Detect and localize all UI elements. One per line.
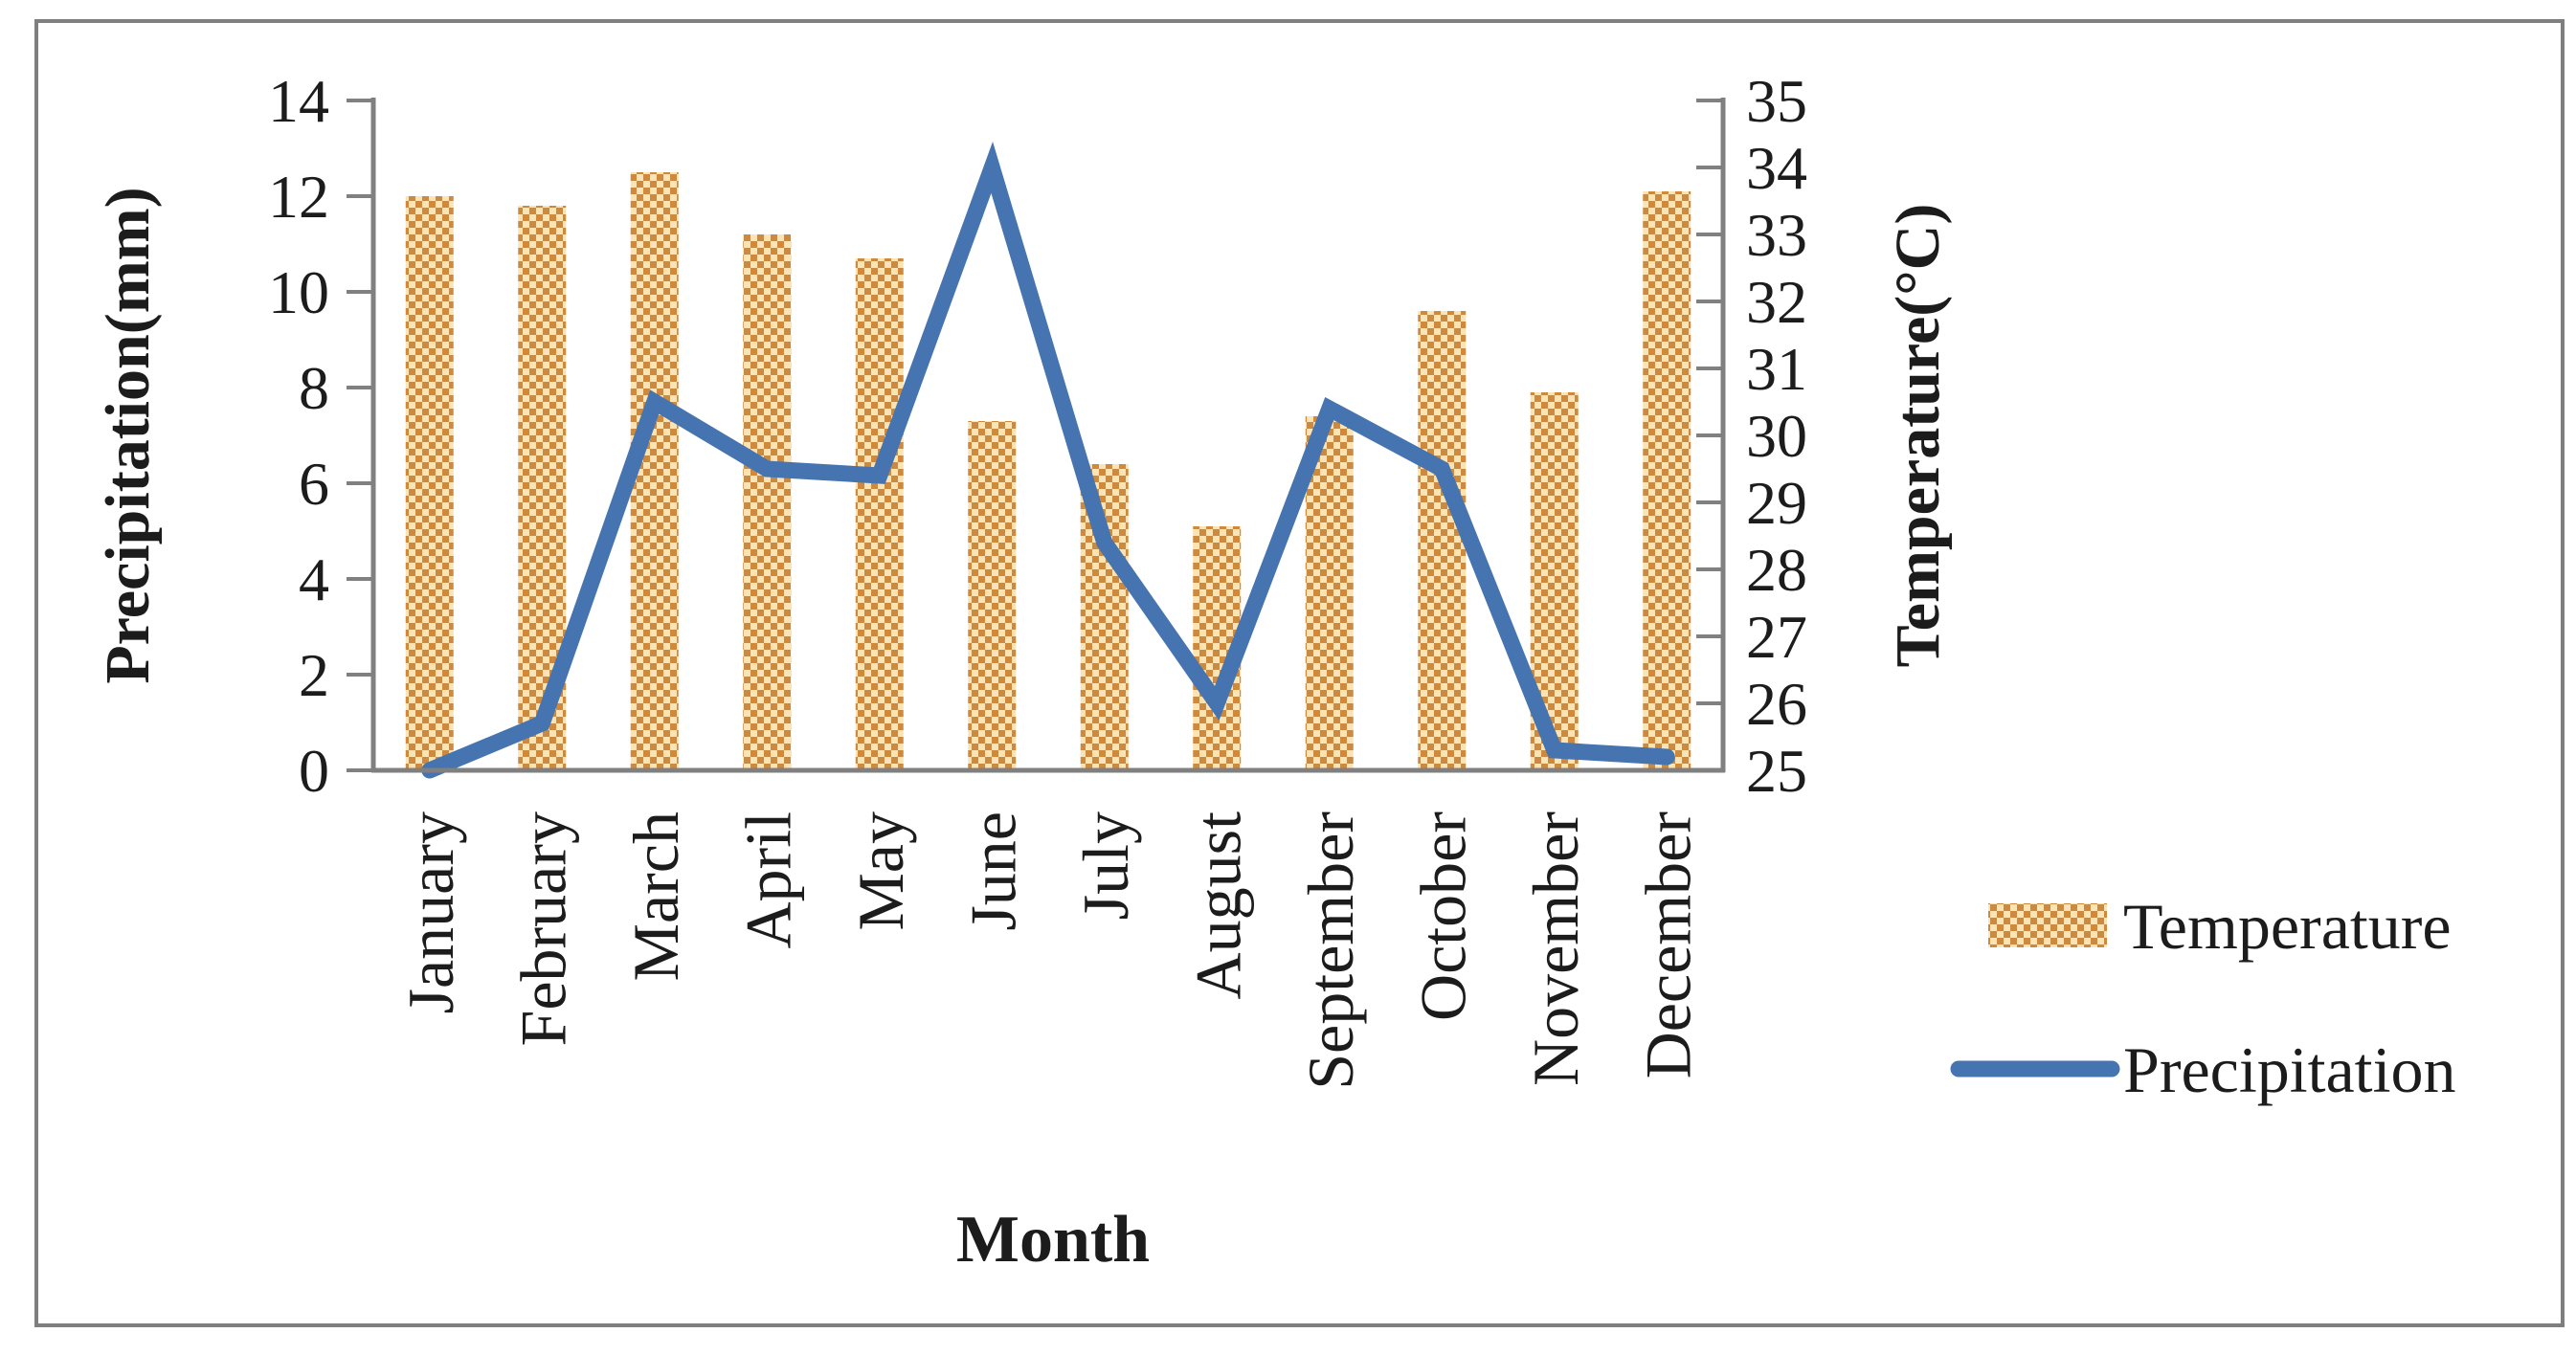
left-tick-label: 10 — [268, 258, 329, 326]
x-label-february: February — [506, 811, 579, 1046]
right-tick-label: 33 — [1746, 201, 1807, 269]
bar-september — [1305, 416, 1354, 770]
bar-april — [743, 234, 792, 770]
legend-temperature-label: Temperature — [2123, 890, 2452, 963]
x-label-march: March — [619, 811, 692, 981]
right-tick-label: 34 — [1746, 134, 1807, 202]
x-label-october: October — [1406, 811, 1479, 1021]
precipitation-line — [421, 142, 1675, 779]
x-label-september: September — [1294, 811, 1367, 1090]
right-tick-label: 25 — [1746, 737, 1807, 805]
x-label-april: April — [731, 811, 804, 949]
bar-october — [1418, 311, 1467, 770]
right-tick-label: 26 — [1746, 670, 1807, 738]
left-tick-label: 2 — [299, 641, 329, 709]
right-tick-label: 35 — [1746, 67, 1807, 135]
figure-border — [34, 19, 2565, 1327]
bar-june — [968, 421, 1017, 770]
x-label-july: July — [1069, 811, 1142, 920]
x-label-june: June — [956, 811, 1029, 931]
left-tick-label: 8 — [299, 354, 329, 422]
bar-december — [1643, 191, 1691, 770]
x-label-november: November — [1519, 811, 1592, 1086]
left-axis-title: Precipitation(mm) — [93, 187, 163, 683]
left-axis-ticks: 0 2 4 6 8 10 12 14 — [268, 67, 373, 805]
bar-january — [405, 196, 454, 770]
legend: Temperature Precipitation — [1950, 890, 2455, 1106]
left-tick-label: 12 — [268, 163, 329, 231]
right-tick-label: 28 — [1746, 536, 1807, 604]
right-axis-title: Temperature(°C) — [1883, 204, 1953, 668]
right-tick-label: 27 — [1746, 603, 1807, 671]
left-tick-label: 4 — [299, 545, 329, 613]
legend-temperature-swatch — [1988, 903, 2107, 947]
bar-may — [855, 258, 904, 770]
right-tick-label: 32 — [1746, 268, 1807, 336]
x-label-december: December — [1631, 811, 1704, 1079]
x-label-august: August — [1181, 811, 1254, 1000]
legend-precipitation-label: Precipitation — [2123, 1033, 2455, 1106]
month-labels: January February March April May June July Augu… — [394, 811, 1705, 1090]
right-tick-label: 30 — [1746, 402, 1807, 470]
x-label-january: January — [394, 811, 467, 1013]
bar-series-temperature — [405, 172, 1691, 770]
month-axis-title: Month — [956, 1203, 1150, 1277]
right-tick-label: 31 — [1746, 335, 1807, 403]
left-tick-label: 0 — [299, 737, 329, 805]
right-tick-label: 29 — [1746, 469, 1807, 537]
left-tick-label: 6 — [299, 450, 329, 518]
left-tick-label: 14 — [268, 67, 329, 135]
x-label-may: May — [844, 811, 917, 931]
